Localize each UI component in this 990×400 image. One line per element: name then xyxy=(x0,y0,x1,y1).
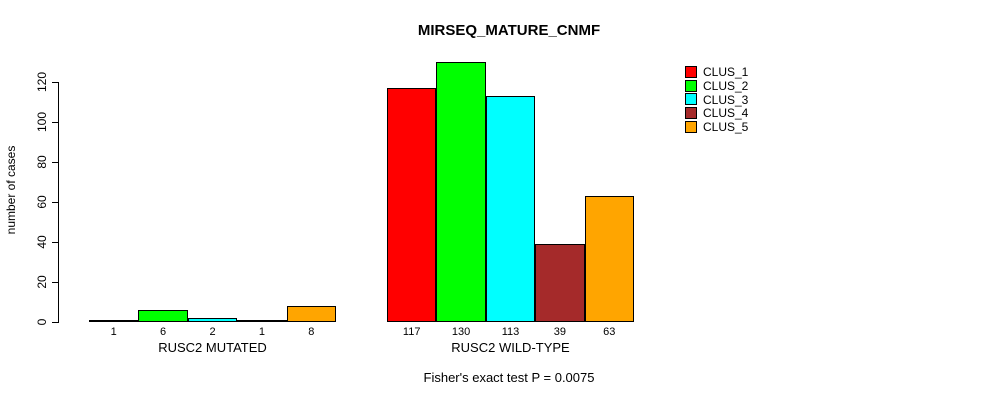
bar-value-label: 39 xyxy=(553,326,567,338)
bar-value-label: 130 xyxy=(451,326,471,338)
y-axis-tick xyxy=(52,322,58,323)
bar-value-label: 2 xyxy=(209,326,216,338)
y-axis-tick-label: 80 xyxy=(35,155,49,169)
y-axis-tick-label: 0 xyxy=(35,318,49,326)
bar-clus_1-group2 xyxy=(387,88,437,322)
legend-swatch-clus_2 xyxy=(685,79,697,92)
bar-value-label: 1 xyxy=(110,326,117,338)
bar-value-label: 113 xyxy=(501,326,520,338)
legend-swatch-clus_4 xyxy=(685,107,697,120)
bar-value-label: 8 xyxy=(308,326,315,338)
y-axis-tick xyxy=(52,162,58,163)
y-axis-tick-label: 40 xyxy=(35,235,49,249)
bar-value-label: 63 xyxy=(603,326,616,338)
bar-value-label: 1 xyxy=(258,326,265,338)
y-axis-tick-label: 20 xyxy=(35,275,49,289)
bar-clus_3-group1 xyxy=(187,318,238,322)
chart-title: MIRSEQ_MATURE_CNMF xyxy=(417,22,601,39)
legend-item-clus_3: CLUS_3 xyxy=(685,93,748,107)
y-axis-tick-label: 100 xyxy=(35,111,49,133)
bar-clus_5-group2 xyxy=(584,196,634,322)
y-axis-tick xyxy=(52,122,58,123)
legend-item-clus_4: CLUS_4 xyxy=(685,106,748,120)
annotation-text: Fisher's exact test P = 0.0075 xyxy=(423,370,595,385)
legend-swatch-clus_5 xyxy=(685,121,697,134)
y-axis-line xyxy=(58,82,59,323)
y-axis-tick xyxy=(52,82,58,83)
legend-item-clus_1: CLUS_1 xyxy=(685,65,748,79)
legend-label: CLUS_5 xyxy=(703,120,749,135)
legend-swatch-clus_3 xyxy=(685,93,697,106)
legend-label: CLUS_2 xyxy=(703,78,749,93)
bar-value-label: 6 xyxy=(160,326,167,338)
bar-clus_1-group1 xyxy=(89,320,139,322)
y-axis-tick-label: 60 xyxy=(35,195,49,209)
bar-clus_4-group1 xyxy=(237,320,287,322)
bar-clus_3-group2 xyxy=(485,96,536,322)
legend-swatch-clus_1 xyxy=(685,65,697,78)
group-label-1: RUSC2 MUTATED xyxy=(158,340,267,355)
legend: CLUS_1 CLUS_2 CLUS_3 CLUS_4 CLUS_5 xyxy=(685,65,748,134)
y-axis-tick xyxy=(52,242,58,243)
legend-item-clus_5: CLUS_5 xyxy=(685,120,748,134)
legend-label: CLUS_1 xyxy=(703,64,749,79)
y-axis-tick xyxy=(52,202,58,203)
bar-clus_4-group2 xyxy=(535,244,585,322)
y-axis-tick xyxy=(52,282,58,283)
legend-label: CLUS_4 xyxy=(703,106,749,121)
group-label-2: RUSC2 WILD-TYPE xyxy=(451,340,570,355)
bar-clus_5-group1 xyxy=(286,306,336,322)
y-axis-label: number of cases xyxy=(4,145,18,235)
y-axis-tick-label: 120 xyxy=(35,71,49,93)
legend-label: CLUS_3 xyxy=(703,92,749,107)
bar-clus_2-group2 xyxy=(436,62,486,322)
legend-item-clus_2: CLUS_2 xyxy=(685,79,748,93)
bar-clus_2-group1 xyxy=(138,310,188,322)
bar-value-label: 117 xyxy=(402,326,421,338)
